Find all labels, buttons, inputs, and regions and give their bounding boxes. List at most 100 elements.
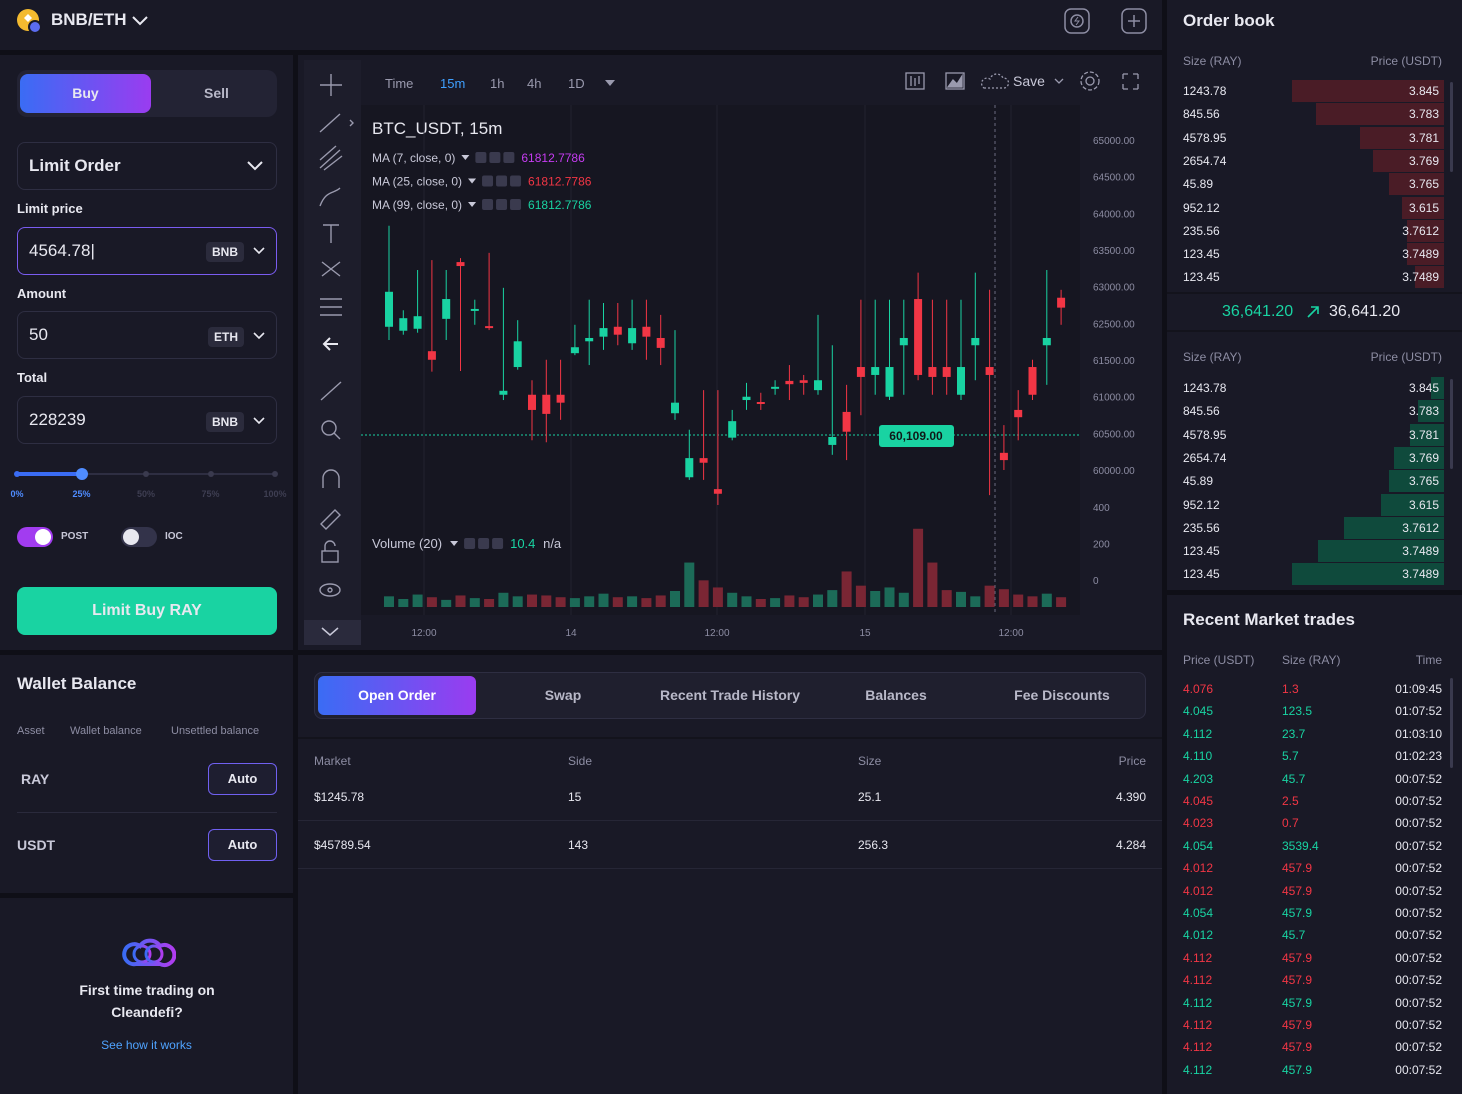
candle-body	[742, 396, 751, 401]
volume-bar	[984, 585, 995, 607]
price-axis-label: 61500.00	[1093, 356, 1135, 367]
indicator-dropdown[interactable]	[461, 155, 470, 160]
order-cell: 256.3	[858, 838, 889, 852]
tab[interactable]: Open Order	[358, 687, 436, 703]
indicator-icon[interactable]	[510, 175, 522, 187]
indicator-icon[interactable]	[496, 199, 508, 210]
trade-size: 457.9	[1282, 1018, 1313, 1032]
tab[interactable]: Swap	[544, 687, 582, 703]
book-price: 3.7489	[1402, 567, 1439, 582]
amount-input[interactable]	[17, 311, 277, 359]
slider-knob[interactable]	[75, 468, 88, 480]
pair-dropdown[interactable]	[131, 13, 149, 29]
volume-bar	[956, 591, 966, 607]
trade-size: 45.7	[1282, 771, 1306, 786]
candle-body	[656, 337, 665, 348]
tab[interactable]: Balances	[865, 687, 927, 703]
icon-button[interactable]	[1064, 8, 1090, 34]
candle-body	[1042, 337, 1051, 346]
trade-size: 457.9	[1282, 973, 1313, 988]
volume-axis-label: 200	[1093, 540, 1110, 551]
ioc-toggle[interactable]	[121, 527, 157, 547]
add-button[interactable]	[1121, 8, 1147, 34]
indicator-icon[interactable]	[510, 199, 522, 210]
field-label: Limit price	[17, 201, 83, 216]
volume-bar	[813, 594, 823, 607]
post-toggle[interactable]	[17, 527, 53, 547]
interval[interactable]: 1h	[490, 76, 504, 91]
mid-price-row	[1167, 292, 1462, 332]
slider-label: 0%	[10, 489, 24, 499]
drawing-tools[interactable]	[319, 74, 354, 636]
indicator-icon[interactable]	[464, 538, 476, 549]
tab[interactable]: Fee Discounts	[1014, 687, 1110, 703]
limit-price-input[interactable]	[17, 227, 277, 275]
candle-body	[785, 380, 794, 385]
pair-icon	[17, 9, 42, 34]
indicator-icon[interactable]	[475, 152, 487, 163]
volume-bar	[841, 571, 852, 607]
candle-body	[413, 316, 422, 329]
indicator-icon[interactable]	[496, 175, 508, 187]
total-value: 228239	[29, 410, 86, 429]
trade-price: 4.112	[1183, 726, 1213, 741]
order-type-select[interactable]	[17, 142, 277, 190]
auto-button[interactable]: Auto	[208, 829, 277, 861]
chart-symbol: BTC_USDT, 15m	[372, 119, 502, 138]
asset-name: RAY	[21, 771, 50, 787]
auto-button[interactable]: Auto	[208, 763, 277, 795]
volume-bar	[441, 599, 452, 607]
interval[interactable]: 1D	[568, 76, 585, 91]
order-cell: 4.284	[1115, 838, 1146, 852]
depth-bar	[1394, 446, 1444, 469]
scrollbar[interactable]	[1450, 379, 1453, 469]
scrollbar[interactable]	[1450, 678, 1453, 768]
indicator-dropdown[interactable]	[468, 202, 477, 207]
submit-button[interactable]: Limit Buy RAY	[17, 587, 277, 635]
chevron[interactable]	[252, 330, 266, 342]
candle-body	[799, 380, 808, 383]
volume-dropdown[interactable]	[450, 541, 459, 546]
input-text: 4564.78	[29, 241, 91, 260]
scrollbar[interactable]	[1450, 82, 1453, 172]
indicator-icon[interactable]	[482, 175, 494, 187]
indicator-icon[interactable]	[482, 199, 494, 210]
indicator-dropdown[interactable]	[468, 178, 477, 184]
time-label: 12:00	[704, 628, 729, 639]
trade-price: 4.112	[1183, 1062, 1213, 1077]
candle-body	[771, 386, 780, 389]
price-axis-label: 63500.00	[1093, 246, 1135, 257]
chevron[interactable]	[252, 245, 266, 257]
chevron[interactable]	[252, 415, 266, 427]
total-input[interactable]	[17, 396, 277, 444]
interval-dropdown[interactable]	[605, 80, 615, 86]
price-axis-label: 64500.00	[1093, 173, 1135, 184]
indicator-icon[interactable]	[489, 152, 501, 163]
interval[interactable]: 15m	[440, 76, 465, 91]
column-header: Size (RAY)	[1282, 653, 1341, 667]
tab[interactable]: Recent Trade History	[659, 687, 801, 703]
book-size: 2654.74	[1183, 450, 1227, 465]
chart-toolbar-icons[interactable]	[905, 71, 1139, 91]
candle-body	[942, 367, 951, 377]
volume-bar	[913, 528, 924, 607]
volume-bar	[498, 592, 509, 607]
indicator-icon[interactable]	[478, 538, 490, 549]
indicator-icon[interactable]	[503, 152, 515, 163]
interval[interactable]: Time	[385, 76, 413, 91]
indicator-value: 61812.7786	[528, 198, 592, 212]
interval[interactable]: 4h	[527, 76, 541, 91]
pair-name[interactable]: BNB/ETH	[51, 10, 127, 29]
book-size: 123.45	[1183, 567, 1220, 582]
price-axis-label: 61000.00	[1093, 393, 1135, 404]
buy-tab[interactable]: Buy	[20, 74, 151, 113]
indicator-icon[interactable]	[492, 538, 504, 549]
promo-link[interactable]: See how it works	[101, 1038, 192, 1052]
depth-bar	[1409, 423, 1444, 446]
sell-tab[interactable]: Sell	[204, 85, 229, 101]
candle-body	[728, 421, 737, 438]
currency-badge: BNB	[206, 412, 244, 432]
trade-price: 4.203	[1183, 771, 1214, 786]
save-button[interactable]: Save	[1013, 73, 1045, 89]
divider	[298, 868, 1162, 869]
